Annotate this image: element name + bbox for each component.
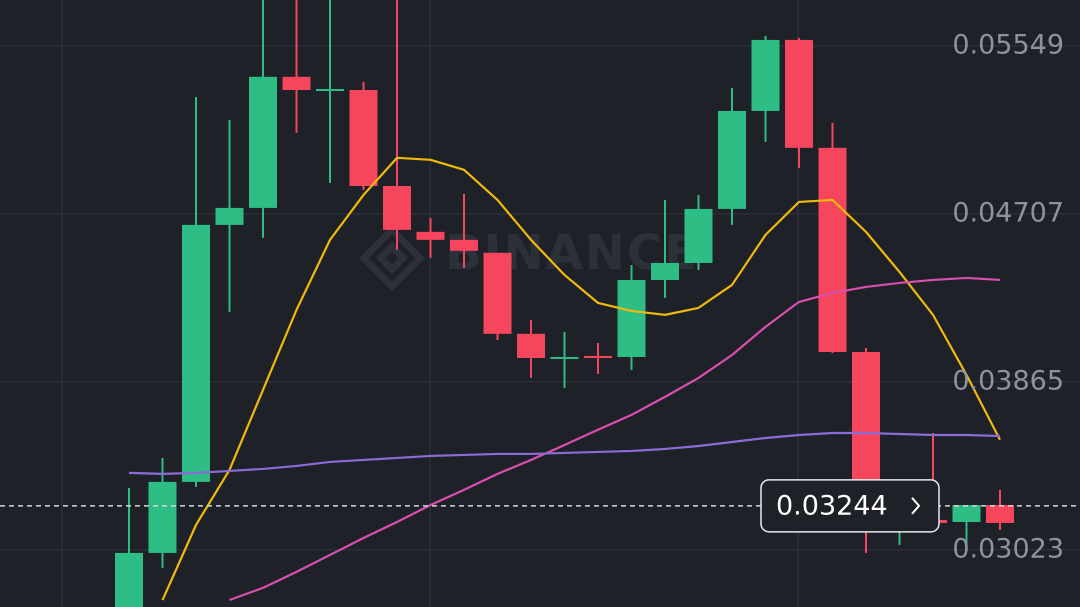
candle-body xyxy=(986,505,1014,523)
chevron-icon xyxy=(911,497,921,515)
candle-body xyxy=(684,208,713,263)
candle-body xyxy=(115,552,143,607)
y-tick-label: 0.03023 xyxy=(952,533,1064,564)
candle-body xyxy=(952,505,981,522)
candle-body xyxy=(349,89,378,186)
candle-body xyxy=(450,239,478,251)
y-axis: 0.03023 0.03865 0.04707 0.05549 0.03244 xyxy=(0,29,1080,564)
candle-body xyxy=(718,110,746,209)
candle-body xyxy=(249,76,277,208)
candle-body xyxy=(282,76,311,90)
candle-body xyxy=(383,185,411,230)
candle-body xyxy=(517,333,545,358)
candle-body xyxy=(550,356,579,359)
candle-body xyxy=(584,355,612,358)
watermark-logo xyxy=(358,224,426,292)
candle-body xyxy=(148,481,177,553)
candle-body xyxy=(483,252,512,334)
y-tick-label: 0.04707 xyxy=(952,197,1064,228)
candle-body xyxy=(818,147,847,352)
candle-body xyxy=(651,262,679,280)
grid xyxy=(0,45,1080,551)
candle-body xyxy=(215,207,244,225)
current-price-label: 0.03244 xyxy=(776,490,888,521)
moving-average-line xyxy=(229,276,1001,602)
candle-body xyxy=(785,39,813,148)
candle-body xyxy=(751,39,780,111)
y-tick-label: 0.05549 xyxy=(952,29,1064,60)
y-tick-label: 0.03865 xyxy=(952,365,1064,396)
current-price-box xyxy=(760,479,940,533)
moving-average-line xyxy=(128,431,1001,476)
candle-body xyxy=(416,231,445,240)
plot xyxy=(115,0,1014,607)
candle-body xyxy=(182,224,210,482)
candle-body xyxy=(617,279,646,357)
moving-average-line xyxy=(161,156,1001,601)
candle-body xyxy=(316,88,344,91)
